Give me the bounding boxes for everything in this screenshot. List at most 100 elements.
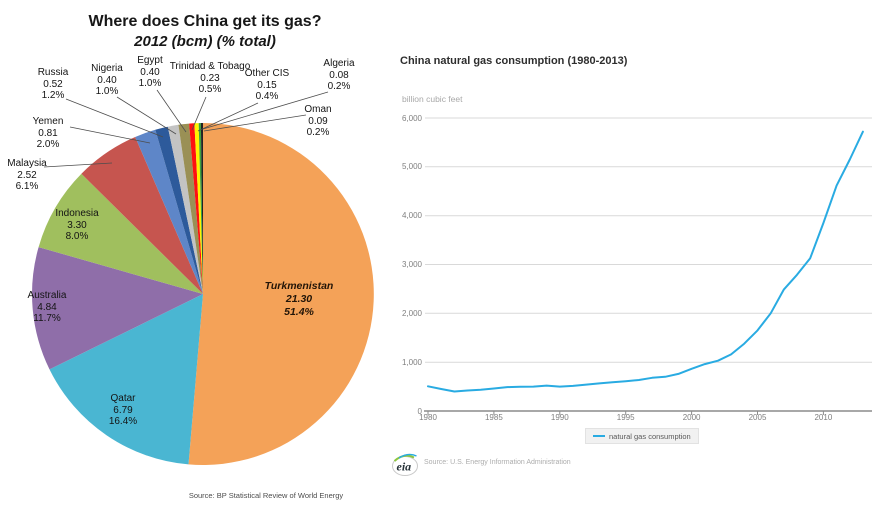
pie-leader-line [197, 102, 259, 132]
pie-label-label: Other CIS [244, 68, 290, 79]
pie-label-label: Yemen [32, 116, 64, 127]
pie-label-value: 0.40 [97, 74, 117, 86]
y-tick-label: 1,000 [401, 357, 422, 367]
pie-leader-line [203, 114, 307, 132]
pie-label-pct: 0.2% [306, 127, 330, 138]
pie-label-egypt: Egypt 0.40 1.0% [90, 55, 210, 90]
pie-label-value: 4.84 [37, 301, 57, 313]
eia-logo-text: eia [397, 460, 412, 474]
pie-label-pct: 2.0% [36, 139, 60, 150]
pie-leader-line [191, 96, 207, 131]
pie-label-value: 6.79 [113, 404, 133, 416]
pie-leader-line [65, 98, 164, 138]
pie-slice-oman [200, 122, 203, 295]
x-tick-label: 1985 [484, 413, 503, 422]
y-tick-label: 4,000 [401, 211, 422, 221]
x-tick-label: 2005 [748, 413, 767, 422]
pie-label-label: Nigeria [91, 63, 123, 74]
line-chart-title: China natural gas consumption (1980-2013… [400, 55, 628, 67]
pie-chart-title: Where does China get its gas? [88, 13, 322, 30]
pie-slice-algeria [198, 123, 203, 294]
pie-label-pct: 1.0% [95, 86, 119, 97]
pie-label-label: Egypt [137, 55, 163, 66]
pie-label-value: 0.23 [200, 72, 220, 84]
y-tick-label: 0 [417, 406, 422, 416]
pie-slice-turkmenistan [188, 123, 374, 465]
pie-label-turkmenistan: Turkmenistan 21.30 51.4% [239, 280, 359, 319]
consumption-line-series [427, 130, 864, 393]
pie-slice-yemen [135, 129, 203, 294]
line-chart-plot [424, 117, 872, 415]
pie-chart-source: Source: BP Statistical Review of World E… [188, 491, 344, 500]
y-tick-label: 2,000 [401, 308, 422, 318]
pie-label-value: 0.52 [43, 78, 63, 90]
pie-label-yemen: Yemen 0.81 2.0% [0, 116, 108, 151]
pie-leader-line [202, 91, 329, 130]
pie-label-value: 0.81 [38, 127, 58, 139]
pie-label-value: 0.09 [308, 115, 328, 127]
pie-label-pct: 0.5% [198, 84, 222, 95]
pie-label-russia: Russia 0.52 1.2% [0, 67, 113, 102]
x-tick-label: 2000 [682, 413, 701, 422]
pie-label-value: 21.30 [285, 293, 313, 305]
x-tick-label: 1995 [616, 413, 635, 422]
pie-slice-russia [155, 126, 203, 294]
pie-label-value: 0.15 [257, 79, 277, 91]
pie-label-pct: 1.2% [41, 90, 65, 101]
pie-chart [32, 122, 374, 465]
pie-slice-qatar [49, 294, 203, 465]
legend-line-swatch [593, 435, 605, 437]
pie-label-qatar: Qatar 6.79 16.4% [63, 393, 183, 428]
pie-label-pct: 0.2% [327, 81, 351, 92]
eia-logo-icon: eia [392, 453, 418, 476]
pie-label-label: Russia [37, 67, 69, 78]
pie-chart-subtitle: 2012 (bcm) (% total) [134, 33, 276, 50]
pie-label-value: 2.52 [17, 169, 37, 181]
pie-label-algeria: Algeria 0.08 0.2% [279, 58, 399, 93]
y-tick-label: 5,000 [401, 162, 422, 172]
pie-label-label: Australia [27, 290, 67, 301]
pie-label-value: 0.40 [140, 66, 160, 78]
pie-slice-malaysia [81, 137, 203, 294]
pie-label-label: Qatar [110, 393, 136, 404]
pie-leader-lines [43, 89, 329, 168]
pie-slice-trinidad-tobago [189, 123, 203, 294]
pie-slice-other-cis [194, 123, 203, 294]
line-chart-y-axis-unit: billion cubic feet [402, 94, 463, 104]
line-chart-legend: natural gas consumption [585, 428, 699, 444]
pie-label-pct: 0.4% [255, 91, 279, 102]
pie-label-label: Oman [304, 104, 332, 115]
pie-label-indonesia: Indonesia 3.30 8.0% [17, 208, 137, 243]
pie-label-label: Trinidad & Tobago [169, 61, 251, 72]
pie-label-label: Malaysia [7, 158, 47, 169]
pie-label-pct: 1.0% [138, 78, 162, 89]
pie-label-label: Indonesia [55, 208, 99, 219]
pie-label-label: Turkmenistan [264, 280, 334, 292]
pie-leader-line [156, 89, 187, 133]
line-chart-source: Source: U.S. Energy Information Administ… [424, 459, 571, 466]
pie-leader-line [116, 96, 177, 135]
pie-leader-line [69, 126, 151, 144]
pie-label-oman: Oman 0.09 0.2% [258, 104, 378, 139]
legend-label: natural gas consumption [609, 431, 691, 441]
x-tick-label: 1980 [419, 413, 437, 422]
pie-label-other-cis: Other CIS 0.15 0.4% [207, 68, 327, 103]
x-tick-label: 1990 [550, 413, 569, 422]
pie-label-pct: 51.4% [284, 306, 314, 318]
pie-label-pct: 8.0% [65, 231, 89, 242]
pie-label-nigeria: Nigeria 0.40 1.0% [47, 63, 167, 98]
pie-label-pct: 11.7% [33, 313, 61, 324]
pie-leader-line [43, 162, 113, 168]
pie-slice-nigeria [167, 124, 203, 294]
pie-slice-egypt [178, 123, 203, 294]
pie-label-malaysia: Malaysia 2.52 6.1% [0, 158, 87, 193]
pie-label-value: 3.30 [67, 219, 87, 231]
pie-slice-indonesia [38, 173, 203, 294]
pie-label-australia: Australia 4.84 11.7% [0, 290, 107, 325]
pie-label-pct: 6.1% [15, 181, 39, 192]
y-tick-label: 3,000 [401, 260, 422, 269]
pie-label-value: 0.08 [329, 69, 349, 81]
pie-label-trinidad-tobago: Trinidad & Tobago 0.23 0.5% [150, 61, 270, 96]
